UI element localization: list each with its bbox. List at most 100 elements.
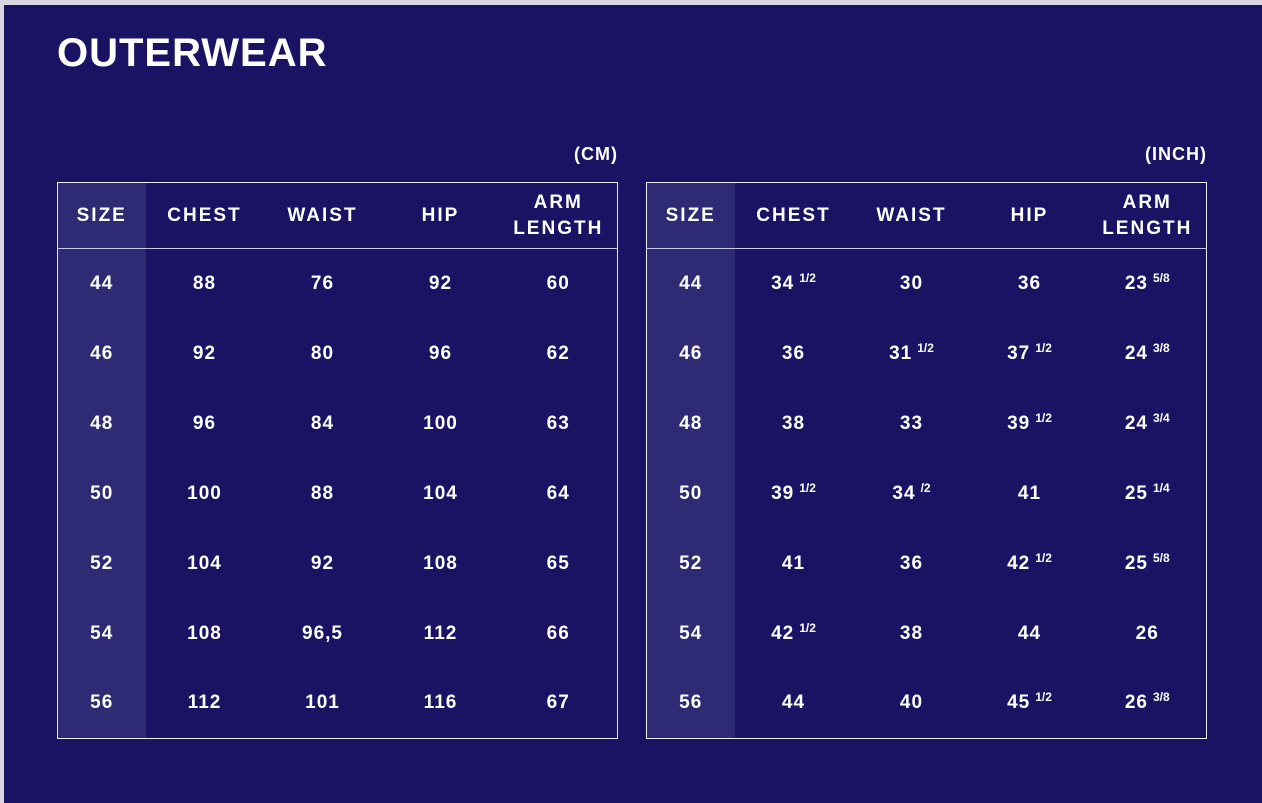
column-header-size: SIZE xyxy=(646,182,735,249)
measurement-cell: 41 xyxy=(781,552,806,574)
measurement-cell: 104 xyxy=(423,482,458,504)
cell-fraction: 3/4 xyxy=(1152,410,1170,425)
measurement-cell: 92 xyxy=(192,342,217,364)
cell-value: 23 xyxy=(1124,272,1148,294)
measurement-cell: 45 1/2 xyxy=(971,669,1089,739)
measurement-cell: 33 xyxy=(899,412,924,434)
size-row-56: 56 112 101 116 67 xyxy=(57,668,618,739)
window-edge-top xyxy=(0,0,1262,5)
size-cell: 44 xyxy=(57,248,146,319)
size-row-56: 56 44 40 45 1/2 26 3/8 xyxy=(646,668,1207,739)
cell-value: 42 xyxy=(771,622,795,644)
measurement-cell: 66 xyxy=(546,622,570,644)
column-header-hip: HIP xyxy=(381,182,500,249)
measurement-cell: 39 1/2 xyxy=(735,459,853,529)
size-row-54: 54 108 96,5 112 66 xyxy=(57,598,618,669)
cell-value: 31 xyxy=(889,342,913,364)
cell-value: 25 xyxy=(1124,482,1148,504)
column-header-size: SIZE xyxy=(57,182,146,249)
measurement-cell: 84 xyxy=(310,412,335,434)
cell-fraction: 5/8 xyxy=(1152,550,1170,565)
cell-value: 34 xyxy=(771,272,795,294)
column-header-chest: CHEST xyxy=(734,182,853,249)
cell-value: 34 xyxy=(892,482,916,504)
measurement-cell: 38 xyxy=(781,412,806,434)
cell-fraction: 1/2 xyxy=(799,480,816,495)
measurement-cell: 100 xyxy=(423,412,458,434)
size-row-44: 44 88 76 92 60 xyxy=(57,248,618,319)
size-row-54: 54 42 1/2 38 44 26 xyxy=(646,598,1207,669)
measurement-cell: 42 1/2 xyxy=(735,599,853,669)
size-row-52: 52 41 36 42 1/2 25 5/8 xyxy=(646,528,1207,599)
column-header-hip: HIP xyxy=(970,182,1089,249)
size-row-48: 48 38 33 39 1/2 24 3/4 xyxy=(646,388,1207,459)
size-row-44: 44 34 1/2 30 36 23 5/8 xyxy=(646,248,1207,319)
measurement-cell: 40 xyxy=(899,692,924,714)
unit-label-cm: (CM) xyxy=(574,144,618,164)
cell-fraction: 1/2 xyxy=(1035,690,1052,705)
measurement-cell: 101 xyxy=(305,692,340,714)
size-row-48: 48 96 84 100 63 xyxy=(57,388,618,459)
measurement-cell: 100 xyxy=(187,482,222,504)
window-edge-left xyxy=(0,0,4,803)
measurement-cell: 112 xyxy=(423,622,458,644)
column-header-waist: WAIST xyxy=(263,182,382,249)
measurement-cell: 39 1/2 xyxy=(971,389,1089,459)
size-cell: 52 xyxy=(57,528,146,599)
page-title: OUTERWEAR xyxy=(57,31,328,75)
measurement-cell: 64 xyxy=(546,482,570,504)
size-cell: 50 xyxy=(57,458,146,529)
cell-fraction: 1/2 xyxy=(917,340,934,355)
measurement-cell: 30 xyxy=(899,272,924,294)
measurement-cell: 60 xyxy=(546,272,570,294)
size-table-inch: SIZE CHEST WAIST HIP ARM LENGTH 44 34 1/2 30 36 23… xyxy=(646,182,1207,739)
cell-value: 39 xyxy=(771,482,795,504)
size-cell: 56 xyxy=(646,668,735,739)
size-row-46: 46 36 31 1/2 37 1/2 24 3/8 xyxy=(646,318,1207,389)
column-header-arm-length: ARM LENGTH xyxy=(499,182,618,249)
measurement-cell: 96 xyxy=(192,412,217,434)
measurement-cell: 25 5/8 xyxy=(1089,529,1207,599)
size-cell: 52 xyxy=(646,528,735,599)
size-row-52: 52 104 92 108 65 xyxy=(57,528,618,599)
size-chart-page: OUTERWEAR (CM) SIZE CHEST WAIST HIP ARM LENG… xyxy=(57,31,1207,739)
header-row: SIZE CHEST WAIST HIP ARM LENGTH xyxy=(646,182,1207,249)
unit-label-inch: (INCH) xyxy=(1145,144,1207,164)
measurement-cell: 34 1/2 xyxy=(735,249,853,319)
measurement-cell: 26 xyxy=(1135,622,1159,644)
header-row: SIZE CHEST WAIST HIP ARM LENGTH xyxy=(57,182,618,249)
size-row-50: 50 39 1/2 34/2 41 25 1/4 xyxy=(646,458,1207,529)
measurement-cell: 24 3/8 xyxy=(1089,319,1207,389)
cell-fraction: 1/2 xyxy=(799,270,816,285)
size-cell: 50 xyxy=(646,458,735,529)
measurement-cell: 38 xyxy=(899,622,924,644)
measurement-cell: 108 xyxy=(187,622,222,644)
size-cell: 48 xyxy=(57,388,146,459)
cell-fraction: 1/2 xyxy=(799,620,816,635)
size-cell: 56 xyxy=(57,668,146,739)
measurement-cell: 104 xyxy=(187,552,222,574)
measurement-cell: 65 xyxy=(546,552,570,574)
measurement-cell: 41 xyxy=(1017,482,1042,504)
size-cell: 46 xyxy=(646,318,735,389)
measurement-cell: 34/2 xyxy=(853,459,971,529)
measurement-cell: 31 1/2 xyxy=(853,319,971,389)
measurement-cell: 23 5/8 xyxy=(1089,249,1207,319)
measurement-cell: 63 xyxy=(546,412,570,434)
measurement-cell: 25 1/4 xyxy=(1089,459,1207,529)
size-table-cm: SIZE CHEST WAIST HIP ARM LENGTH 44 88 76 92 60 46 9… xyxy=(57,182,618,739)
table-block-cm: (CM) SIZE CHEST WAIST HIP ARM LENGTH 44 88 76 92… xyxy=(57,143,618,739)
size-cell: 44 xyxy=(646,248,735,319)
measurement-cell: 112 xyxy=(187,692,222,714)
column-header-arm-length: ARM LENGTH xyxy=(1088,182,1207,249)
measurement-cell: 44 xyxy=(1017,622,1042,644)
cell-fraction: 3/8 xyxy=(1152,340,1170,355)
size-row-46: 46 92 80 96 62 xyxy=(57,318,618,389)
cell-value: 24 xyxy=(1124,342,1148,364)
cell-value: 24 xyxy=(1124,412,1148,434)
size-cell: 54 xyxy=(646,598,735,669)
size-cell: 46 xyxy=(57,318,146,389)
measurement-cell: 92 xyxy=(310,552,335,574)
measurement-cell: 24 3/4 xyxy=(1089,389,1207,459)
measurement-cell: 80 xyxy=(310,342,335,364)
